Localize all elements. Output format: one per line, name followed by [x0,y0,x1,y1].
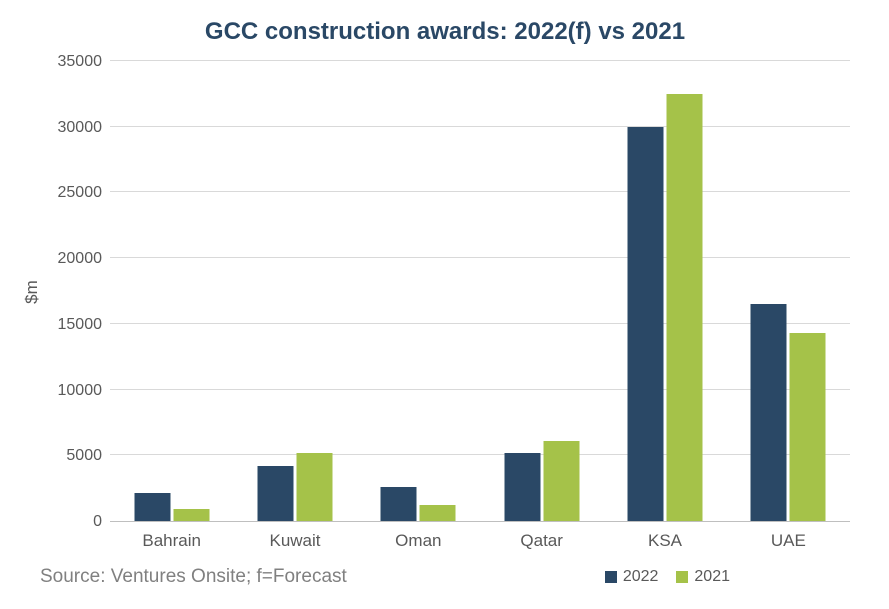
grid-line [110,191,850,192]
x-tick-label: Kuwait [269,531,320,551]
y-axis-label: $m [22,280,42,304]
bar [504,453,540,521]
x-tick-label: KSA [648,531,682,551]
bar [381,487,417,521]
grid-line [110,323,850,324]
y-axis-label-wrap: $m [20,62,50,522]
bar-group [134,493,209,521]
legend-label: 2022 [623,568,659,586]
legend-swatch [605,571,617,583]
x-tick-label: Qatar [520,531,563,551]
bar-group [751,304,826,521]
bar [173,509,209,521]
legend-item: 2021 [676,568,730,586]
bar [628,127,664,521]
x-tick-label: Oman [395,531,441,551]
x-tick-label: Bahrain [142,531,201,551]
grid-line [110,257,850,258]
legend-item: 2022 [605,568,659,586]
y-axis-ticks: 05000100001500020000250003000035000 [50,62,110,522]
y-tick-label: 10000 [58,382,103,400]
y-tick-label: 35000 [58,53,103,71]
bar [543,441,579,521]
plot-area: $m 05000100001500020000250003000035000 B… [20,62,870,522]
bar-group [628,94,703,521]
y-tick-label: 20000 [58,250,103,268]
bar [420,505,456,521]
grid-line [110,454,850,455]
legend-swatch [676,571,688,583]
y-tick-label: 5000 [66,447,102,465]
bar [134,493,170,521]
grid-line [110,60,850,61]
bar [667,94,703,521]
chart-container: GCC construction awards: 2022(f) vs 2021… [20,10,870,600]
bar [751,304,787,521]
x-tick-label: UAE [771,531,806,551]
bar-group [258,453,333,521]
grid-line [110,126,850,127]
bar [297,453,333,521]
y-tick-label: 15000 [58,316,103,334]
chart-title: GCC construction awards: 2022(f) vs 2021 [20,10,870,62]
legend-label: 2021 [694,568,730,586]
bar [258,466,294,521]
bar [790,333,826,521]
grid-line [110,389,850,390]
chart-footer: Source: Ventures Onsite; f=Forecast 2022… [40,566,850,588]
source-text: Source: Ventures Onsite; f=Forecast [40,566,347,588]
y-tick-label: 0 [93,513,102,531]
legend: 2022 2021 [605,568,730,586]
y-tick-label: 25000 [58,184,103,202]
bar-group [381,487,456,521]
plot: BahrainKuwaitOmanQatarKSAUAE [110,62,850,522]
bar-group [504,441,579,521]
y-tick-label: 30000 [58,119,103,137]
